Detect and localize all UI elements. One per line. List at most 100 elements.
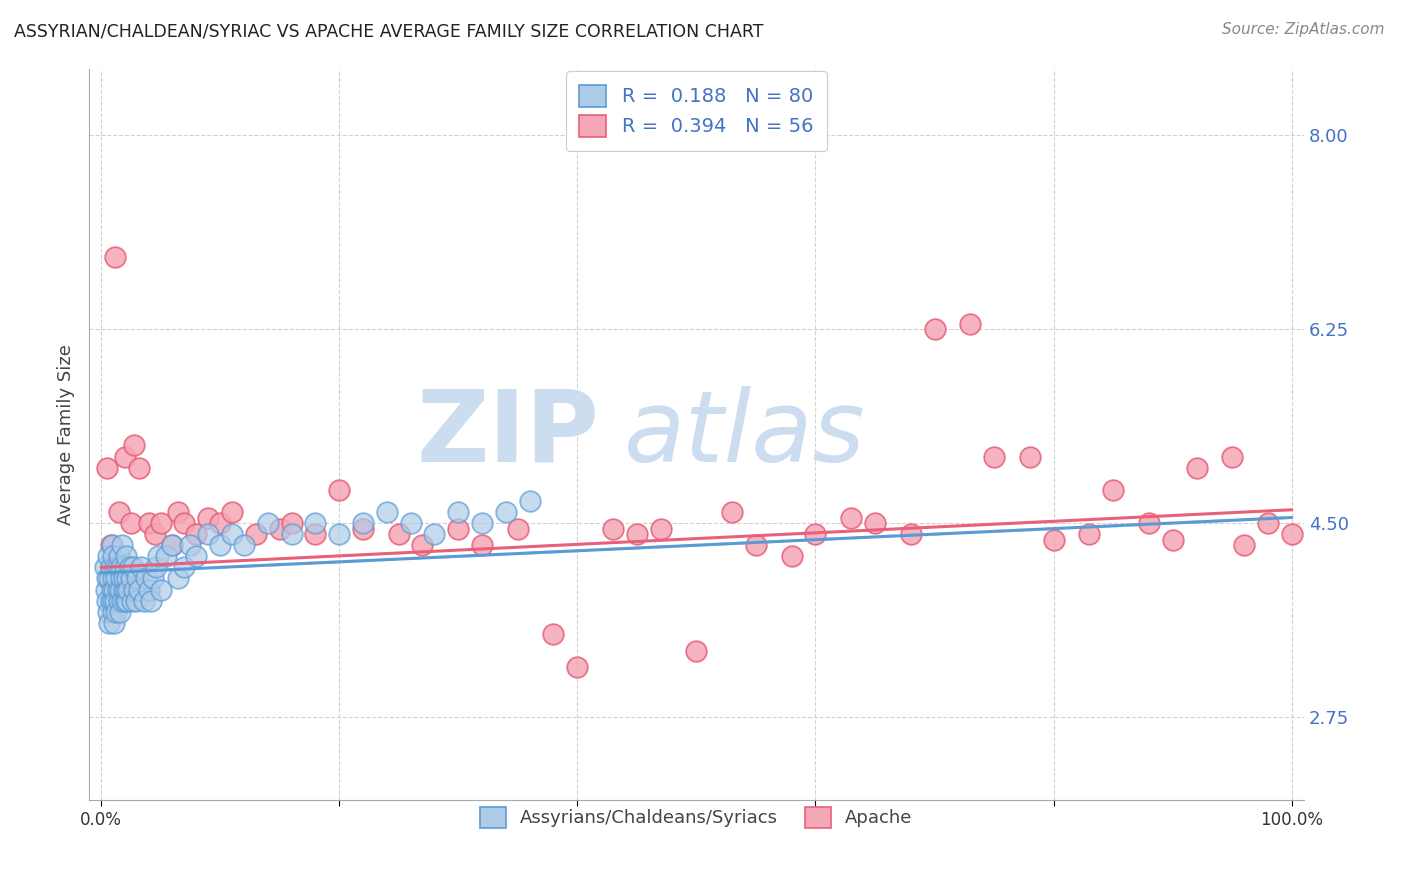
Point xyxy=(155,549,177,564)
Point xyxy=(101,605,124,619)
Point xyxy=(197,510,219,524)
Point xyxy=(1102,483,1125,497)
Point xyxy=(111,593,134,607)
Point xyxy=(124,438,146,452)
Point xyxy=(100,560,122,574)
Point xyxy=(128,582,150,597)
Point xyxy=(97,605,120,619)
Legend: Assyrians/Chaldeans/Syriacs, Apache: Assyrians/Chaldeans/Syriacs, Apache xyxy=(474,800,920,835)
Point xyxy=(1078,527,1101,541)
Point xyxy=(167,572,190,586)
Point xyxy=(146,549,169,564)
Point xyxy=(447,522,470,536)
Point xyxy=(97,549,120,564)
Point xyxy=(112,572,135,586)
Point xyxy=(149,516,172,530)
Point xyxy=(1185,460,1208,475)
Point xyxy=(1233,538,1256,552)
Point xyxy=(98,572,121,586)
Point xyxy=(780,549,803,564)
Point xyxy=(132,593,155,607)
Text: ASSYRIAN/CHALDEAN/SYRIAC VS APACHE AVERAGE FAMILY SIZE CORRELATION CHART: ASSYRIAN/CHALDEAN/SYRIAC VS APACHE AVERA… xyxy=(14,22,763,40)
Point xyxy=(122,560,145,574)
Point xyxy=(124,593,146,607)
Point xyxy=(543,627,565,641)
Point xyxy=(128,460,150,475)
Text: Source: ZipAtlas.com: Source: ZipAtlas.com xyxy=(1222,22,1385,37)
Point xyxy=(108,582,131,597)
Point xyxy=(114,450,136,464)
Point xyxy=(167,505,190,519)
Point xyxy=(115,593,138,607)
Text: atlas: atlas xyxy=(623,386,865,483)
Point xyxy=(101,549,124,564)
Point xyxy=(232,538,254,552)
Point xyxy=(105,605,128,619)
Point xyxy=(108,505,131,519)
Point xyxy=(103,582,125,597)
Point xyxy=(94,582,117,597)
Point xyxy=(1042,533,1064,547)
Point xyxy=(209,538,232,552)
Point xyxy=(280,527,302,541)
Point xyxy=(124,582,146,597)
Point xyxy=(304,527,326,541)
Point xyxy=(924,322,946,336)
Point xyxy=(110,560,132,574)
Text: ZIP: ZIP xyxy=(416,386,599,483)
Point xyxy=(131,560,153,574)
Point xyxy=(145,560,167,574)
Point xyxy=(93,560,115,574)
Point xyxy=(114,593,136,607)
Point xyxy=(650,522,672,536)
Point xyxy=(100,582,122,597)
Point xyxy=(104,593,127,607)
Point xyxy=(626,527,648,541)
Point xyxy=(105,572,128,586)
Point xyxy=(352,522,374,536)
Point xyxy=(983,450,1005,464)
Point xyxy=(117,582,139,597)
Point xyxy=(186,527,208,541)
Point xyxy=(839,510,862,524)
Point xyxy=(721,505,744,519)
Point xyxy=(110,572,132,586)
Point xyxy=(108,549,131,564)
Point xyxy=(139,593,162,607)
Point xyxy=(495,505,517,519)
Point xyxy=(269,522,291,536)
Point xyxy=(135,572,157,586)
Point xyxy=(209,516,232,530)
Point xyxy=(352,516,374,530)
Point xyxy=(959,317,981,331)
Point xyxy=(121,593,143,607)
Point xyxy=(186,549,208,564)
Point xyxy=(1137,516,1160,530)
Point xyxy=(328,527,350,541)
Point xyxy=(1220,450,1243,464)
Point xyxy=(96,593,118,607)
Point xyxy=(245,527,267,541)
Point xyxy=(173,516,195,530)
Point xyxy=(602,522,624,536)
Point xyxy=(100,538,122,552)
Point xyxy=(101,572,124,586)
Point xyxy=(111,538,134,552)
Point xyxy=(104,560,127,574)
Point xyxy=(471,516,494,530)
Point xyxy=(118,560,141,574)
Point xyxy=(328,483,350,497)
Point xyxy=(375,505,398,519)
Point xyxy=(101,593,124,607)
Point xyxy=(471,538,494,552)
Point xyxy=(138,516,160,530)
Point xyxy=(197,527,219,541)
Point xyxy=(103,615,125,630)
Point xyxy=(221,527,243,541)
Point xyxy=(115,572,138,586)
Point xyxy=(280,516,302,530)
Point xyxy=(567,660,589,674)
Point xyxy=(256,516,278,530)
Point xyxy=(98,615,121,630)
Point xyxy=(388,527,411,541)
